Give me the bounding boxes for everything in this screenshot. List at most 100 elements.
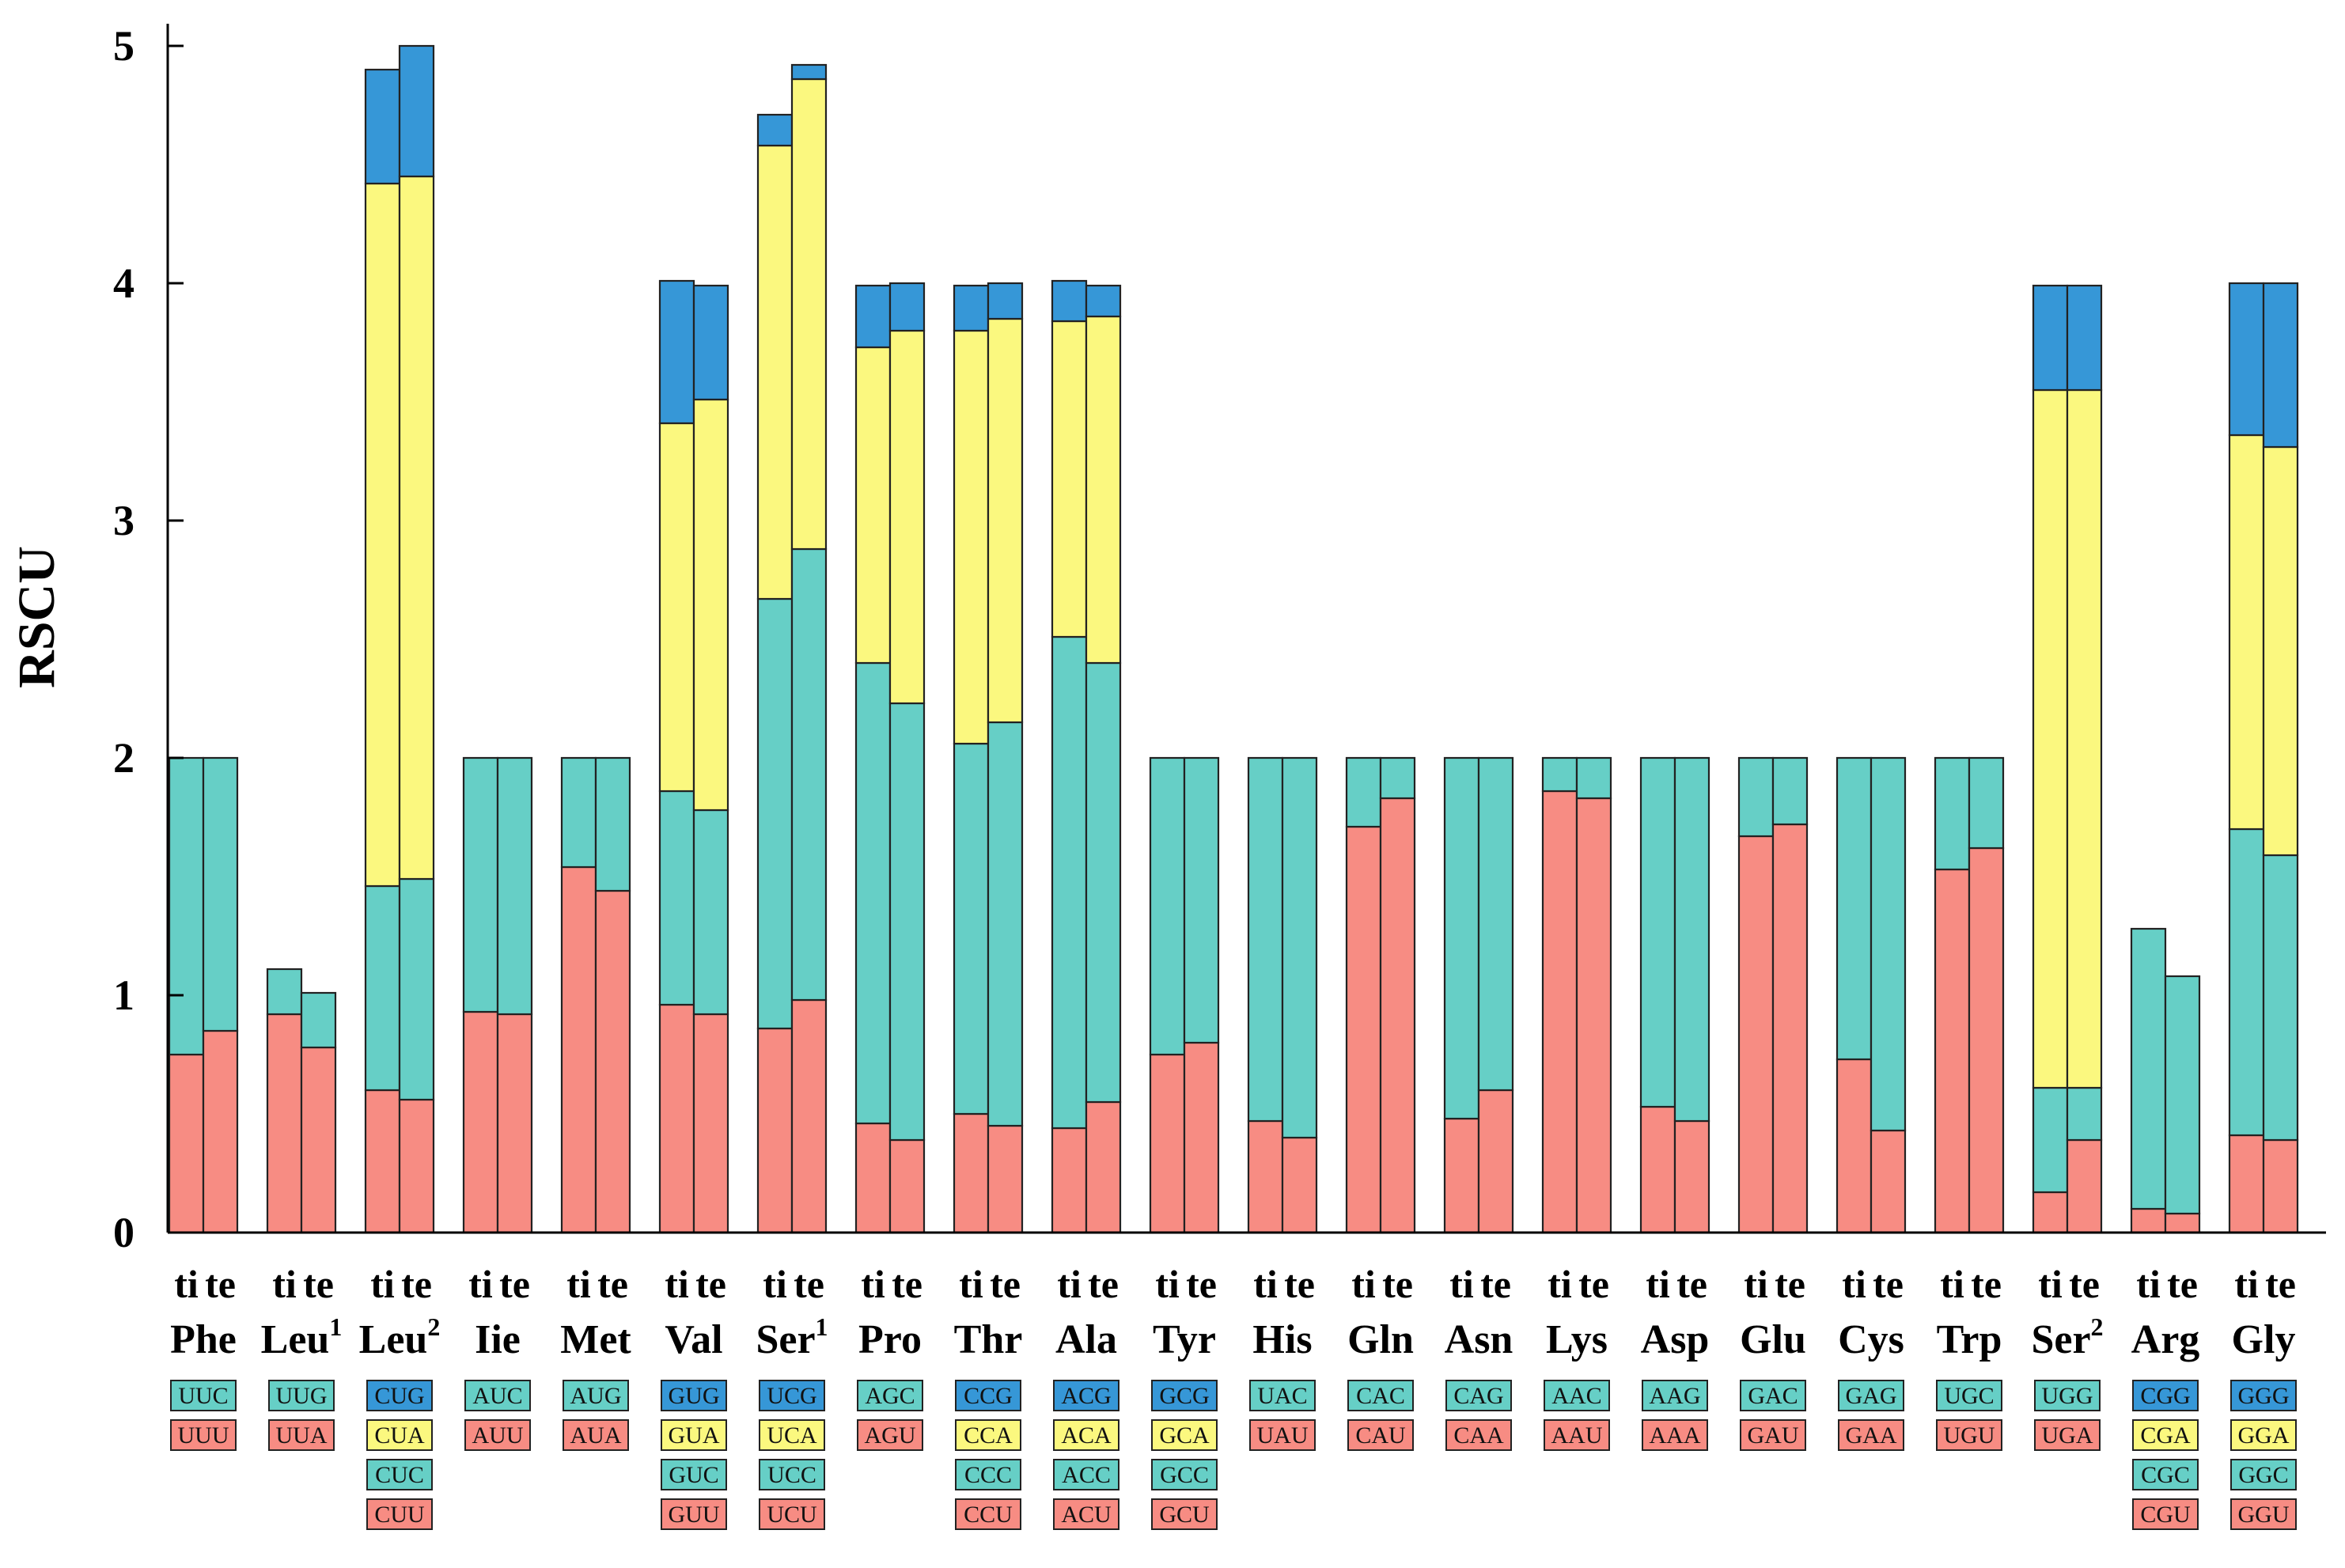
bar-segment-met-te-2 — [594, 756, 631, 892]
codon-box — [857, 1380, 923, 1411]
bar-segment-tyr-ti-2 — [1149, 756, 1186, 1056]
bar-segment-glu-ti-1 — [1737, 835, 1775, 1234]
amino-acid-label: Asn — [1445, 1317, 1513, 1362]
codon-label: CUC — [375, 1462, 424, 1488]
bar-segment-val-ti-1 — [658, 1003, 695, 1234]
bar-segment-thr-ti-3 — [953, 329, 990, 745]
codon-label: UAU — [1257, 1422, 1309, 1449]
codon-box — [1838, 1380, 1904, 1411]
bar-segment-pro-ti-3 — [854, 346, 892, 665]
y-tick-label: 4 — [113, 259, 134, 307]
series-label: ti — [763, 1262, 787, 1306]
series-label: te — [205, 1262, 236, 1306]
bar-segment-phe-te-1 — [202, 1029, 239, 1234]
bar-segment-val-ti-2 — [658, 790, 695, 1006]
series-label: te — [695, 1262, 726, 1306]
codon-label: GCU — [1159, 1502, 1210, 1528]
series-label: ti — [1940, 1262, 1964, 1306]
codon-box — [1642, 1419, 1708, 1451]
bar-segment-thr-te-4 — [987, 282, 1024, 320]
codon-box — [366, 1459, 433, 1490]
bar-segment-trp-ti-2 — [1934, 756, 1971, 871]
codon-label: GUG — [669, 1383, 720, 1409]
bar-segment-ser1-te-1 — [790, 998, 828, 1234]
codon-label: GUA — [669, 1422, 720, 1449]
bar-segment-asn-ti-1 — [1443, 1117, 1480, 1234]
bar-segment-lys-te-1 — [1575, 797, 1612, 1234]
bar-segment-his-ti-2 — [1247, 756, 1284, 1123]
bar-segment-gly-ti-3 — [2228, 434, 2265, 831]
amino-acid-label: Cys — [1838, 1317, 1904, 1362]
series-label: ti — [2234, 1262, 2259, 1306]
bar-segment-arg-te-2 — [2164, 975, 2201, 1215]
codon-box — [1151, 1419, 1218, 1451]
codon-label: CUA — [374, 1422, 425, 1449]
amino-acid-label: Leu2 — [359, 1312, 441, 1362]
bar-segment-pro-ti-2 — [854, 661, 892, 1125]
bar-segment-glu-te-1 — [1771, 823, 1809, 1234]
codon-box — [366, 1419, 433, 1451]
series-label: ti — [1744, 1262, 1768, 1306]
series-label: ti — [566, 1262, 591, 1306]
codon-legend-layer: UUU UUC UUA UUG CUU CUC CUA CUG AUU AUC AUA AUG GUU G… — [170, 1380, 2297, 1530]
bar-segment-tyr-te-2 — [1183, 756, 1220, 1044]
series-label: te — [597, 1262, 628, 1306]
y-axis-label: RSCU — [8, 546, 66, 688]
bar-segment-leu2-ti-4 — [364, 68, 401, 185]
codon-label: CAC — [1356, 1383, 1405, 1409]
series-label: te — [1873, 1262, 1904, 1306]
series-label: ti — [2038, 1262, 2063, 1306]
bar-segment-ser1-ti-1 — [756, 1027, 794, 1234]
bar-segment-trp-ti-1 — [1934, 868, 1971, 1234]
bar-segment-ala-te-1 — [1085, 1100, 1122, 1234]
amino-acid-label: Ser2 — [2031, 1312, 2103, 1362]
codon-label: GGU — [2238, 1502, 2290, 1528]
codon-box — [955, 1380, 1021, 1411]
amino-acid-label: Val — [665, 1317, 722, 1362]
codon-box — [366, 1498, 433, 1530]
series-label: ti — [174, 1262, 199, 1306]
codon-box — [1740, 1380, 1806, 1411]
y-tick-label: 2 — [113, 734, 134, 782]
amino-acid-label: Leu1 — [261, 1312, 343, 1362]
bar-segment-gly-te-1 — [2262, 1138, 2299, 1234]
bar-segment-thr-ti-1 — [953, 1112, 990, 1234]
codon-box — [1936, 1419, 2002, 1451]
bar-segment-gln-ti-1 — [1345, 825, 1382, 1234]
codon-box — [1249, 1419, 1316, 1451]
bar-segment-ser1-te-4 — [790, 63, 828, 81]
bar-segment-ala-te-4 — [1085, 284, 1122, 318]
series-label: te — [2069, 1262, 2100, 1306]
series-label: ti — [1842, 1262, 1866, 1306]
series-label: te — [1676, 1262, 1707, 1306]
series-label: ti — [1548, 1262, 1572, 1306]
series-label: te — [2167, 1262, 2198, 1306]
codon-box — [170, 1419, 237, 1451]
codon-label: AAG — [1650, 1383, 1701, 1409]
codon-box — [759, 1459, 825, 1490]
amino-acid-label: Glu — [1740, 1317, 1806, 1362]
bar-segment-pro-ti-1 — [854, 1122, 892, 1234]
bar-segment-cys-te-1 — [1870, 1129, 1907, 1234]
bar-segment-ser2-te-1 — [2066, 1138, 2103, 1234]
codon-box — [661, 1380, 727, 1411]
codon-box — [366, 1380, 433, 1411]
codon-label: AGC — [865, 1383, 915, 1409]
series-label: ti — [665, 1262, 689, 1306]
codon-label: UCA — [767, 1422, 817, 1449]
bar-segment-trp-te-2 — [1968, 756, 2005, 850]
codon-box — [2132, 1498, 2199, 1530]
series-label: te — [2265, 1262, 2296, 1306]
codon-box — [661, 1459, 727, 1490]
codon-label: AAU — [1551, 1422, 1603, 1449]
codon-label: AUU — [472, 1422, 524, 1449]
series-label: te — [401, 1262, 432, 1306]
codon-box — [1053, 1459, 1119, 1490]
bar-segment-gly-ti-4 — [2228, 282, 2265, 437]
bar-segment-cys-ti-1 — [1835, 1058, 1873, 1234]
amino-acid-label: Gln — [1347, 1317, 1414, 1362]
amino-acid-label: Tyr — [1153, 1317, 1216, 1362]
series-label: ti — [370, 1262, 395, 1306]
amino-acid-label: Phe — [170, 1317, 237, 1362]
bar-segment-asp-te-1 — [1673, 1119, 1710, 1234]
